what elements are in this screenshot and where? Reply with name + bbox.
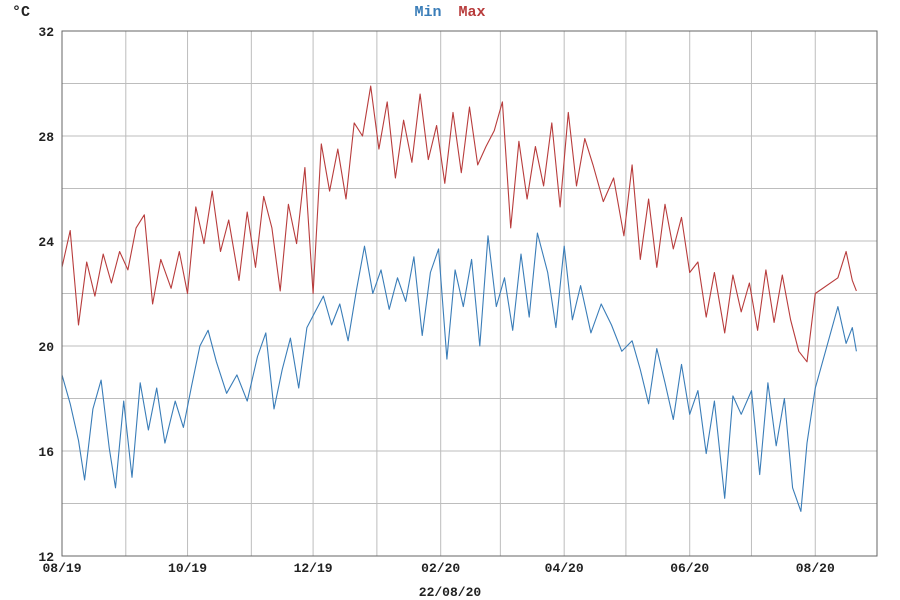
x-tick-label: 12/19 [294,561,333,576]
x-tick-label: 02/20 [421,561,460,576]
x-tick-label: 04/20 [545,561,584,576]
y-tick-label: 32 [38,25,54,40]
y-axis-unit-label: °C [12,4,30,21]
x-axis-date-label: 22/08/20 [419,585,482,600]
y-tick-label: 12 [38,550,54,565]
y-axis-ticks: 12 16 20 24 28 32 [38,25,54,565]
series-line-max [61,85,857,363]
x-tick-label: 08/20 [796,561,835,576]
y-tick-label: 20 [38,340,54,355]
legend: Min Max [414,4,485,21]
series-line-min [61,232,857,512]
x-tick-label: 08/19 [42,561,81,576]
y-tick-label: 28 [38,130,54,145]
x-tick-label: 06/20 [670,561,709,576]
y-tick-label: 24 [38,235,54,250]
legend-entry-max: Max [459,4,486,21]
x-tick-label: 10/19 [168,561,207,576]
legend-entry-min: Min [414,4,441,21]
plot-frame [61,30,878,557]
series-layer [61,85,857,512]
x-axis-ticks: 08/19 10/19 12/19 02/20 04/20 06/20 08/20 [42,561,834,576]
y-tick-label: 16 [38,445,54,460]
